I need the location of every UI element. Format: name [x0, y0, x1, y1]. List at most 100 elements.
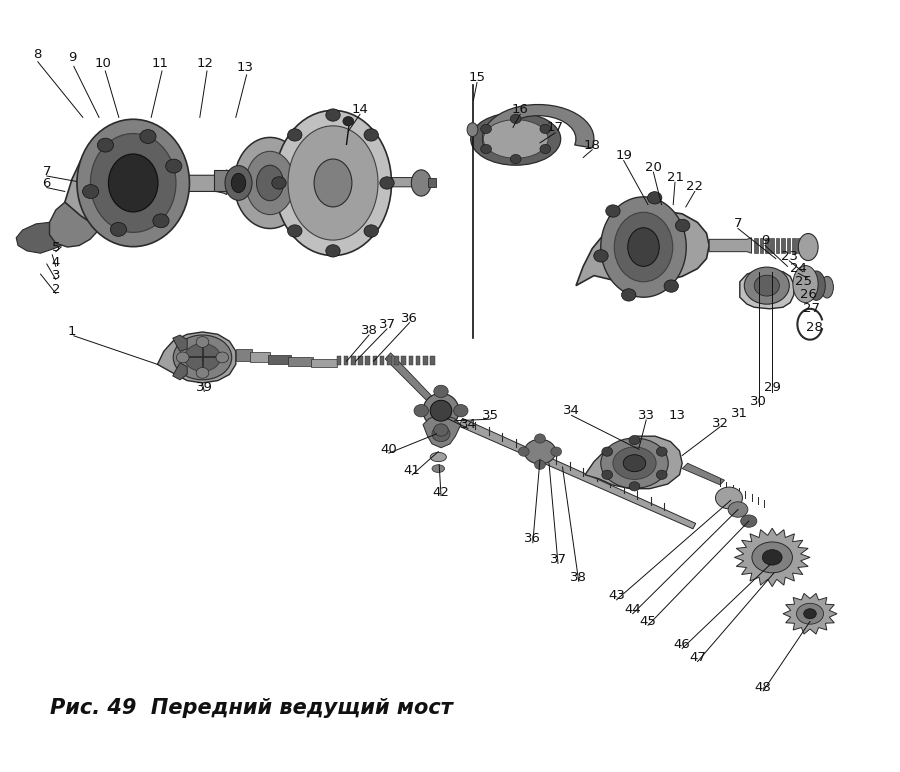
- Circle shape: [629, 482, 640, 491]
- Bar: [770, 238, 774, 253]
- Circle shape: [551, 447, 562, 456]
- Polygon shape: [734, 528, 810, 587]
- Circle shape: [111, 222, 127, 236]
- Text: 7: 7: [42, 165, 51, 178]
- Bar: [373, 356, 377, 365]
- Circle shape: [272, 177, 286, 189]
- Text: 44: 44: [625, 604, 641, 616]
- Circle shape: [647, 191, 662, 204]
- Circle shape: [288, 129, 302, 141]
- Bar: [365, 356, 370, 365]
- Polygon shape: [177, 170, 227, 195]
- Bar: [214, 170, 230, 191]
- Ellipse shape: [411, 170, 431, 196]
- Bar: [236, 349, 252, 361]
- Circle shape: [518, 447, 529, 456]
- Circle shape: [196, 337, 209, 347]
- Bar: [792, 238, 796, 253]
- Polygon shape: [576, 211, 709, 286]
- Ellipse shape: [798, 233, 818, 260]
- Text: 39: 39: [196, 381, 212, 394]
- Text: Рис. 49  Передний ведущий мост: Рис. 49 Передний ведущий мост: [50, 698, 453, 718]
- Polygon shape: [173, 363, 187, 380]
- Bar: [797, 238, 801, 253]
- Text: 1: 1: [68, 326, 76, 338]
- Ellipse shape: [613, 447, 656, 479]
- Circle shape: [540, 124, 551, 134]
- Circle shape: [434, 385, 448, 398]
- Bar: [428, 178, 436, 187]
- Ellipse shape: [314, 159, 352, 207]
- Ellipse shape: [246, 151, 294, 215]
- Circle shape: [629, 435, 640, 445]
- Bar: [358, 356, 363, 365]
- Polygon shape: [682, 463, 725, 485]
- Circle shape: [656, 470, 667, 479]
- Polygon shape: [709, 238, 752, 253]
- Circle shape: [510, 114, 521, 124]
- Ellipse shape: [467, 123, 478, 137]
- Text: 27: 27: [804, 303, 820, 315]
- Bar: [787, 238, 790, 253]
- Bar: [803, 238, 806, 253]
- Bar: [229, 174, 239, 187]
- Circle shape: [481, 124, 491, 134]
- Circle shape: [364, 225, 378, 237]
- Polygon shape: [158, 332, 236, 383]
- Ellipse shape: [430, 400, 452, 421]
- Bar: [409, 356, 413, 365]
- Bar: [344, 356, 348, 365]
- Text: 16: 16: [512, 103, 528, 116]
- Text: 12: 12: [197, 57, 213, 69]
- Ellipse shape: [807, 271, 825, 300]
- Circle shape: [594, 249, 608, 262]
- Ellipse shape: [432, 465, 445, 472]
- Circle shape: [656, 447, 667, 456]
- Bar: [337, 356, 341, 365]
- Ellipse shape: [108, 154, 158, 212]
- Ellipse shape: [76, 119, 190, 247]
- Circle shape: [602, 447, 613, 456]
- Circle shape: [676, 219, 690, 232]
- Circle shape: [176, 352, 189, 363]
- Ellipse shape: [274, 110, 392, 256]
- Text: 35: 35: [482, 409, 499, 422]
- Polygon shape: [234, 178, 313, 187]
- Polygon shape: [482, 104, 594, 148]
- Ellipse shape: [173, 335, 232, 380]
- Text: 3: 3: [51, 269, 60, 282]
- Ellipse shape: [793, 266, 818, 303]
- Text: 14: 14: [352, 103, 368, 116]
- Polygon shape: [385, 353, 459, 428]
- Circle shape: [454, 405, 468, 417]
- Ellipse shape: [628, 228, 659, 266]
- Circle shape: [664, 280, 679, 293]
- Ellipse shape: [231, 173, 246, 192]
- Circle shape: [602, 470, 613, 479]
- Ellipse shape: [90, 134, 176, 232]
- Circle shape: [364, 129, 378, 141]
- Ellipse shape: [614, 212, 673, 282]
- Bar: [288, 357, 313, 365]
- Ellipse shape: [754, 275, 779, 296]
- Circle shape: [343, 117, 354, 126]
- Bar: [268, 355, 291, 364]
- Ellipse shape: [423, 393, 459, 428]
- Bar: [380, 356, 384, 365]
- Text: 20: 20: [645, 161, 662, 174]
- Text: 13: 13: [669, 409, 685, 422]
- Text: 24: 24: [790, 262, 806, 275]
- Circle shape: [535, 460, 545, 469]
- Text: 17: 17: [547, 121, 563, 134]
- Bar: [776, 238, 779, 253]
- Ellipse shape: [256, 165, 284, 201]
- Text: 9: 9: [760, 235, 770, 247]
- Text: 8: 8: [33, 48, 42, 60]
- Bar: [754, 238, 758, 253]
- Ellipse shape: [524, 439, 556, 464]
- Text: 30: 30: [751, 395, 767, 408]
- Circle shape: [622, 289, 636, 301]
- Circle shape: [432, 426, 450, 442]
- Text: 10: 10: [95, 57, 112, 69]
- Circle shape: [535, 434, 545, 443]
